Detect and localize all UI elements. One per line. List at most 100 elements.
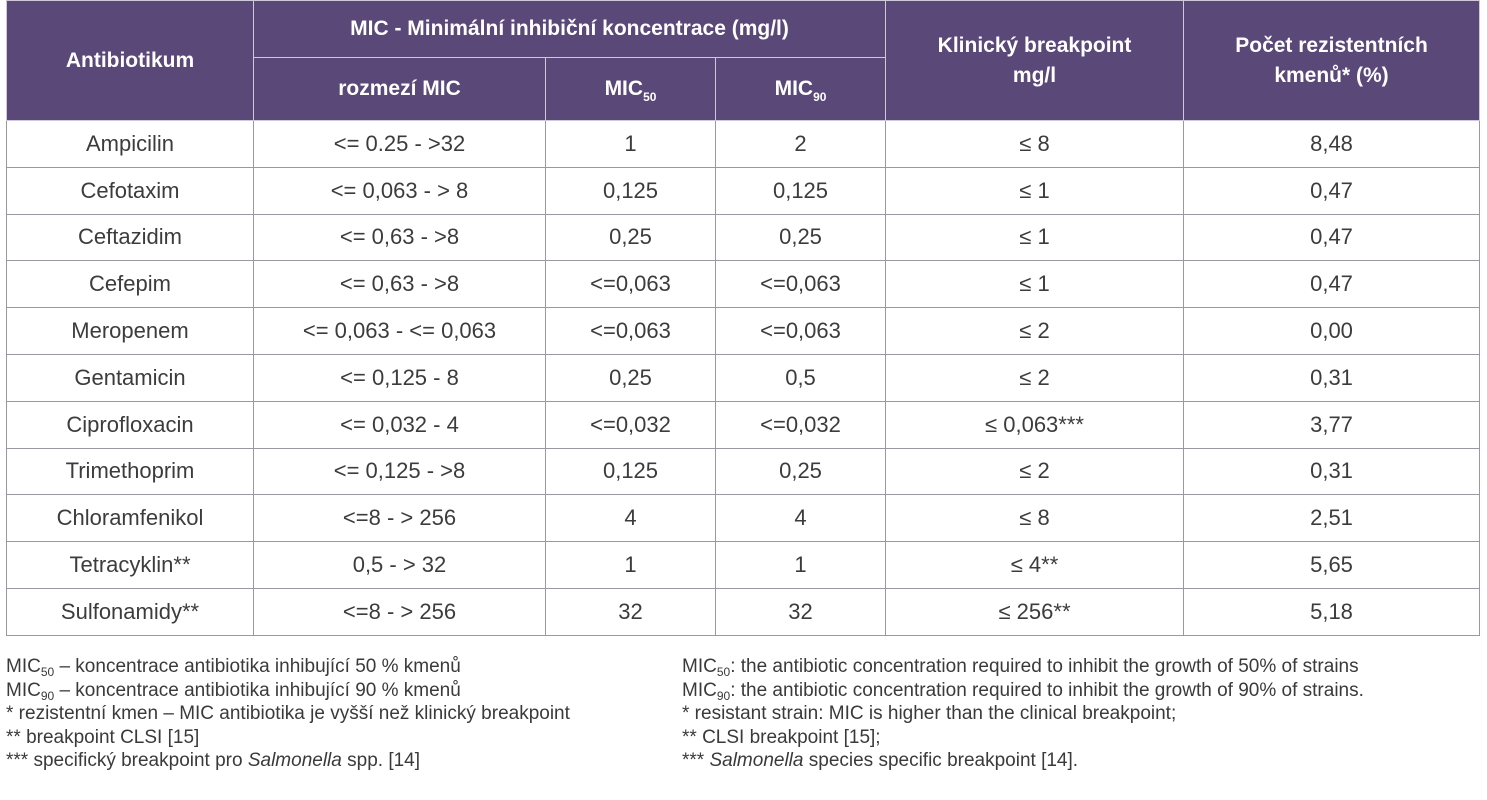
- cell-mic50: <=0,032: [545, 400, 716, 449]
- cell-resistant: 8,48: [1183, 120, 1481, 168]
- cell-mic50: 0,25: [545, 353, 716, 402]
- header-breakpoint-line1: Klinický breakpoint: [937, 34, 1132, 58]
- footnote-specific-post: spp. [14]: [341, 750, 421, 771]
- cell-mic90: 4: [714, 494, 887, 543]
- cell-mic50: <=0,063: [545, 260, 716, 309]
- cell-range: <=8 - > 256: [253, 494, 546, 543]
- footnote-specific-post: species specific breakpoint [14].: [803, 750, 1079, 771]
- footnote-specific: *** specifický breakpoint pro Salmonella…: [6, 749, 570, 773]
- header-breakpoint-line2: mg/l: [1012, 63, 1057, 87]
- header-breakpoint: Klinický breakpoint mg/l: [885, 0, 1185, 121]
- cell-antibiotic: Gentamicin: [6, 353, 254, 402]
- cell-breakpoint: ≤ 4**: [885, 541, 1185, 589]
- cell-range: 0,5 - > 32: [253, 541, 546, 589]
- cell-range: <=8 - > 256: [253, 587, 546, 636]
- table-row: Cefepim <= 0,63 - >8 <=0,063 <=0,063 ≤ 1…: [6, 260, 1481, 309]
- cell-resistant: 5,65: [1183, 541, 1481, 589]
- cell-resistant: 0,31: [1183, 353, 1481, 402]
- cell-antibiotic: Trimethoprim: [6, 447, 254, 496]
- footnote-resistant: * rezistentní kmen – MIC antibiotika je …: [6, 703, 570, 724]
- mic-table-container: Antibiotikum MIC - Minimální inhibiční k…: [6, 0, 1481, 636]
- cell-range: <= 0,032 - 4: [253, 400, 546, 449]
- table-row: Ceftazidim <= 0,63 - >8 0,25 0,25 ≤ 1 0,…: [6, 213, 1481, 262]
- footnote-mic50-text: : the antibiotic concentration required …: [730, 656, 1359, 677]
- cell-mic90: <=0,063: [714, 260, 887, 309]
- cell-range: <= 0,063 - > 8: [253, 166, 546, 215]
- cell-mic50: 1: [545, 541, 716, 589]
- table-row: Tetracyklin** 0,5 - > 32 1 1 ≤ 4** 5,65: [6, 541, 1481, 589]
- cell-breakpoint: ≤ 256**: [885, 587, 1185, 636]
- footnotes-czech: MIC50 – koncentrace antibiotika inhibují…: [6, 655, 570, 773]
- cell-resistant: 3,77: [1183, 400, 1481, 449]
- table-row: Cefotaxim <= 0,063 - > 8 0,125 0,125 ≤ 1…: [6, 166, 1481, 215]
- cell-mic90: <=0,063: [714, 307, 887, 355]
- footnote-mic50-sub: 50: [716, 665, 731, 679]
- header-antibiotic: Antibiotikum: [6, 0, 254, 121]
- cell-range: <= 0,125 - >8: [253, 447, 546, 496]
- cell-mic50: 1: [545, 120, 716, 168]
- footnote-mic90: MIC90 – koncentrace antibiotika inhibují…: [6, 679, 570, 703]
- table-body: Ampicilin <= 0.25 - >32 1 2 ≤ 8 8,48 Cef…: [6, 120, 1481, 636]
- table-row: Chloramfenikol <=8 - > 256 4 4 ≤ 8 2,51: [6, 494, 1481, 543]
- cell-breakpoint: ≤ 2: [885, 353, 1185, 402]
- cell-breakpoint: ≤ 2: [885, 447, 1185, 496]
- table-row: Gentamicin <= 0,125 - 8 0,25 0,5 ≤ 2 0,3…: [6, 353, 1481, 402]
- cell-resistant: 0,47: [1183, 213, 1481, 262]
- cell-breakpoint: ≤ 8: [885, 120, 1185, 168]
- cell-antibiotic: Meropenem: [6, 307, 254, 355]
- cell-mic90: 0,125: [714, 166, 887, 215]
- footnote-specific-italic: Salmonella: [247, 750, 342, 771]
- cell-range: <= 0.25 - >32: [253, 120, 546, 168]
- footnote-mic50-sub: 50: [40, 665, 55, 679]
- cell-mic90: 0,25: [714, 447, 887, 496]
- cell-resistant: 0,47: [1183, 166, 1481, 215]
- cell-resistant: 0,47: [1183, 260, 1481, 309]
- cell-antibiotic: Ampicilin: [6, 120, 254, 168]
- table-row: Ampicilin <= 0.25 - >32 1 2 ≤ 8 8,48: [6, 120, 1481, 168]
- footnote-mic90-text: : the antibiotic concentration required …: [730, 679, 1364, 701]
- footnote-clsi: ** CLSI breakpoint [15];: [682, 726, 881, 748]
- header-mic-group: MIC - Minimální inhibiční koncentrace (m…: [252, 0, 887, 58]
- header-resistant-line2: kmenů* (%): [1274, 63, 1389, 87]
- cell-antibiotic: Ciprofloxacin: [6, 400, 254, 449]
- cell-mic50: 32: [545, 587, 716, 636]
- cell-mic50: 0,25: [545, 213, 716, 262]
- header-resistant-line1: Počet rezistentních: [1235, 34, 1428, 58]
- cell-antibiotic: Chloramfenikol: [6, 494, 254, 543]
- footnote-mic90-sub: 90: [716, 688, 731, 703]
- cell-mic50: 0,125: [545, 447, 716, 496]
- footnotes-english: MIC50: the antibiotic concentration requ…: [682, 655, 1364, 773]
- footnote-mic50: MIC50 – koncentrace antibiotika inhibují…: [6, 655, 570, 679]
- table-row: Ciprofloxacin <= 0,032 - 4 <=0,032 <=0,0…: [6, 400, 1481, 449]
- footnote-resistant: * resistant strain: MIC is higher than t…: [682, 703, 1177, 724]
- cell-range: <= 0,125 - 8: [253, 353, 546, 402]
- cell-mic90: <=0,032: [714, 400, 887, 449]
- header-range: rozmezí MIC: [253, 57, 546, 121]
- header-mic50: MIC50: [545, 57, 716, 121]
- cell-breakpoint: ≤ 0,063***: [885, 400, 1185, 449]
- footnote-mic90-base: MIC: [6, 679, 41, 701]
- cell-mic90: 32: [714, 587, 887, 636]
- cell-range: <= 0,63 - >8: [253, 213, 546, 262]
- footnote-specific-pre: ***: [682, 750, 710, 771]
- footnote-specific-italic: Salmonella: [709, 750, 804, 771]
- header-resistant: Počet rezistentních kmenů* (%): [1183, 0, 1481, 121]
- cell-antibiotic: Cefotaxim: [6, 166, 254, 215]
- cell-mic50: 0,125: [545, 166, 716, 215]
- header-mic90-sub: 90: [813, 90, 827, 105]
- cell-mic50: 4: [545, 494, 716, 543]
- cell-resistant: 5,18: [1183, 587, 1481, 636]
- cell-breakpoint: ≤ 1: [885, 260, 1185, 309]
- table-row: Meropenem <= 0,063 - <= 0,063 <=0,063 <=…: [6, 307, 1481, 355]
- footnote-mic50: MIC50: the antibiotic concentration requ…: [682, 655, 1364, 679]
- footnote-mic50-base: MIC: [682, 656, 717, 677]
- header-mic50-sub: 50: [643, 90, 657, 105]
- cell-antibiotic: Sulfonamidy**: [6, 587, 254, 636]
- cell-resistant: 0,00: [1183, 307, 1481, 355]
- cell-resistant: 2,51: [1183, 494, 1481, 543]
- cell-antibiotic: Cefepim: [6, 260, 254, 309]
- cell-mic90: 0,5: [714, 353, 887, 402]
- mic-table: Antibiotikum MIC - Minimální inhibiční k…: [6, 0, 1481, 636]
- footnote-mic50-base: MIC: [6, 656, 41, 677]
- cell-breakpoint: ≤ 8: [885, 494, 1185, 543]
